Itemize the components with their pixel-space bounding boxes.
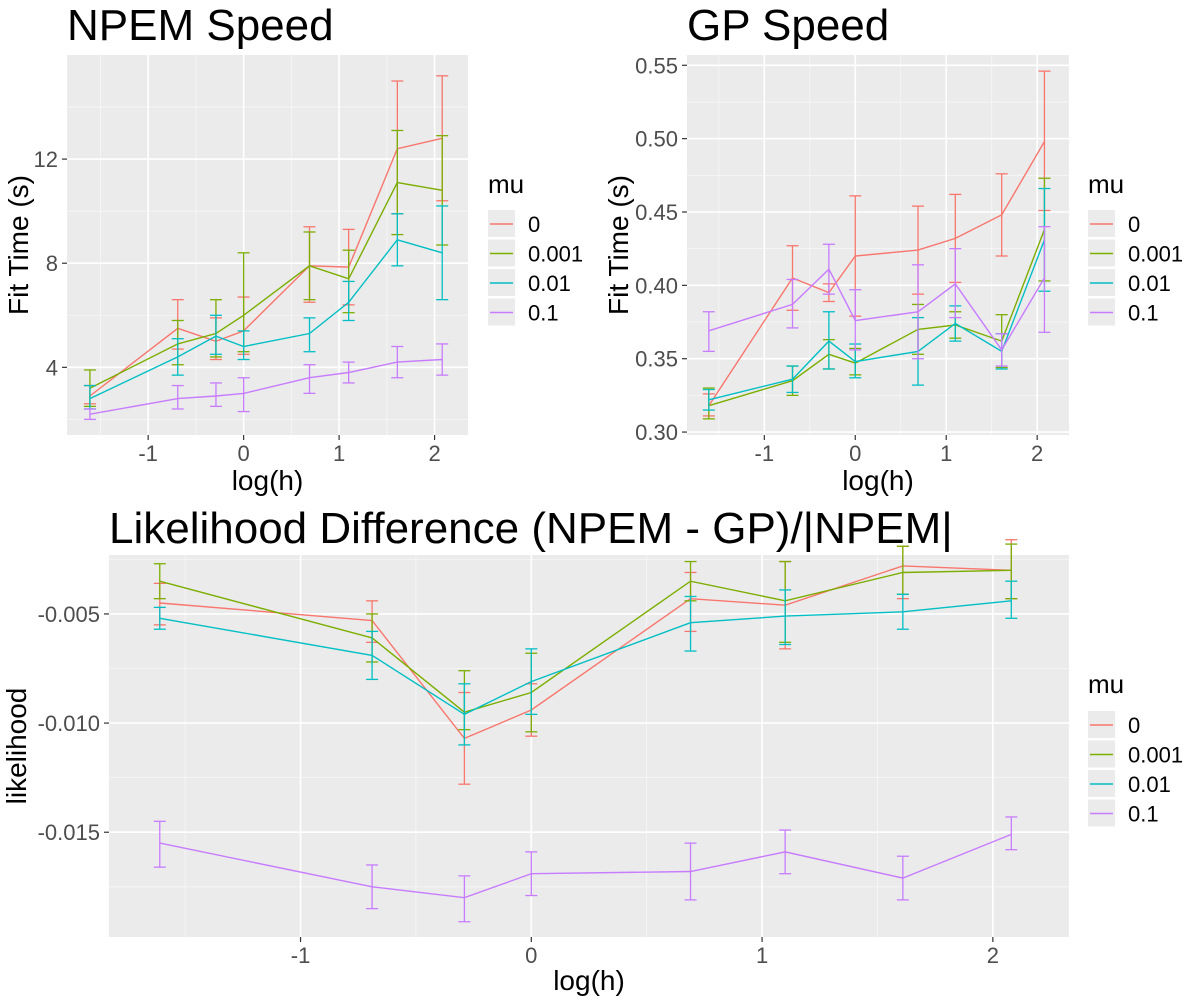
y-tick-label: 0.55 <box>635 53 678 78</box>
lik-panel: -1 0 1 2 -0.015 -0.010 -0.005 Likelihood Differ… <box>1 504 1183 996</box>
legend: mu0 0.001 0.01 0.1 <box>488 169 583 326</box>
plot-background <box>109 555 1069 937</box>
legend-label: 0.01 <box>528 271 571 296</box>
x-tick-label: 1 <box>756 943 768 968</box>
legend-label: 0.1 <box>1128 802 1159 827</box>
y-tick-label: 8 <box>46 251 58 276</box>
x-tick-label: 1 <box>940 441 952 466</box>
series-line <box>89 137 443 397</box>
legend-title: mu <box>488 169 524 199</box>
legend-label: 0 <box>528 212 540 237</box>
legend-label: 0.01 <box>1128 772 1171 797</box>
series-line <box>159 600 1012 716</box>
series-0.1 <box>702 226 1051 367</box>
y-tick-label: 0.35 <box>635 347 678 372</box>
y-tick-label: 0.50 <box>635 127 678 152</box>
y-tick-label: 4 <box>46 355 58 380</box>
plot-background <box>67 55 468 435</box>
series-0.01 <box>83 205 449 410</box>
legend-label: 0.1 <box>1128 301 1159 326</box>
x-tick-label: 1 <box>333 441 345 466</box>
legend-title: mu <box>1088 669 1124 699</box>
y-tick-label: 0.45 <box>635 200 678 225</box>
y-tick-label: 0.30 <box>635 420 678 445</box>
x-axis-label: log(h) <box>553 965 625 996</box>
legend-label: 0.1 <box>528 301 559 326</box>
y-tick-label: -0.015 <box>38 820 100 845</box>
plot-background <box>687 55 1069 435</box>
series-line <box>89 181 443 389</box>
y-tick-label: -0.005 <box>38 602 100 627</box>
y-axis-label: Fit Time (s) <box>3 175 34 315</box>
x-axis-label: log(h) <box>842 465 914 496</box>
y-tick-label: -0.010 <box>38 711 100 736</box>
series-line <box>708 141 1046 407</box>
x-tick-label: -1 <box>291 943 311 968</box>
legend-label: 0.01 <box>1128 271 1171 296</box>
x-tick-label: 2 <box>987 943 999 968</box>
legend-label: 0 <box>1128 212 1140 237</box>
x-tick-label: 0 <box>849 441 861 466</box>
series-0.1 <box>153 816 1018 923</box>
x-tick-label: 2 <box>428 441 440 466</box>
legend: mu0 0.001 0.01 0.1 <box>1088 169 1183 326</box>
legend-label: 0.001 <box>1128 242 1183 267</box>
series-line <box>89 358 443 415</box>
chart-title: NPEM Speed <box>67 1 334 50</box>
x-tick-label: -1 <box>755 441 775 466</box>
x-axis-label: log(h) <box>232 465 304 496</box>
y-axis-label: Fit Time (s) <box>603 175 634 315</box>
series-line <box>159 565 1012 740</box>
y-tick-label: 12 <box>34 147 58 172</box>
x-tick-label: 0 <box>525 943 537 968</box>
legend-label: 0.001 <box>528 242 583 267</box>
series-line <box>708 268 1046 352</box>
chart-title: Likelihood Difference (NPEM - GP)/|NPEM| <box>109 504 953 553</box>
legend-label: 0 <box>1128 713 1140 738</box>
legend: mu0 0.001 0.01 0.1 <box>1088 669 1183 827</box>
chart-title: GP Speed <box>687 1 889 50</box>
gp-panel: -1 0 1 2 0.30 0.35 0.40 0.45 0.50 0.55 GP Speed log… <box>603 1 1183 496</box>
series-line <box>159 833 1012 899</box>
y-axis-label: likelihood <box>1 688 32 805</box>
series-0.01 <box>702 187 1051 411</box>
series-line <box>89 238 443 400</box>
legend-title: mu <box>1088 169 1124 199</box>
y-tick-label: 0.40 <box>635 273 678 298</box>
series-line <box>159 569 1012 713</box>
series-0.1 <box>83 343 449 421</box>
series-0.01 <box>153 580 1018 746</box>
x-tick-label: -1 <box>138 441 158 466</box>
legend-label: 0.001 <box>1128 743 1183 768</box>
series-line <box>708 239 1046 401</box>
x-tick-label: 2 <box>1031 441 1043 466</box>
x-tick-label: 0 <box>238 441 250 466</box>
